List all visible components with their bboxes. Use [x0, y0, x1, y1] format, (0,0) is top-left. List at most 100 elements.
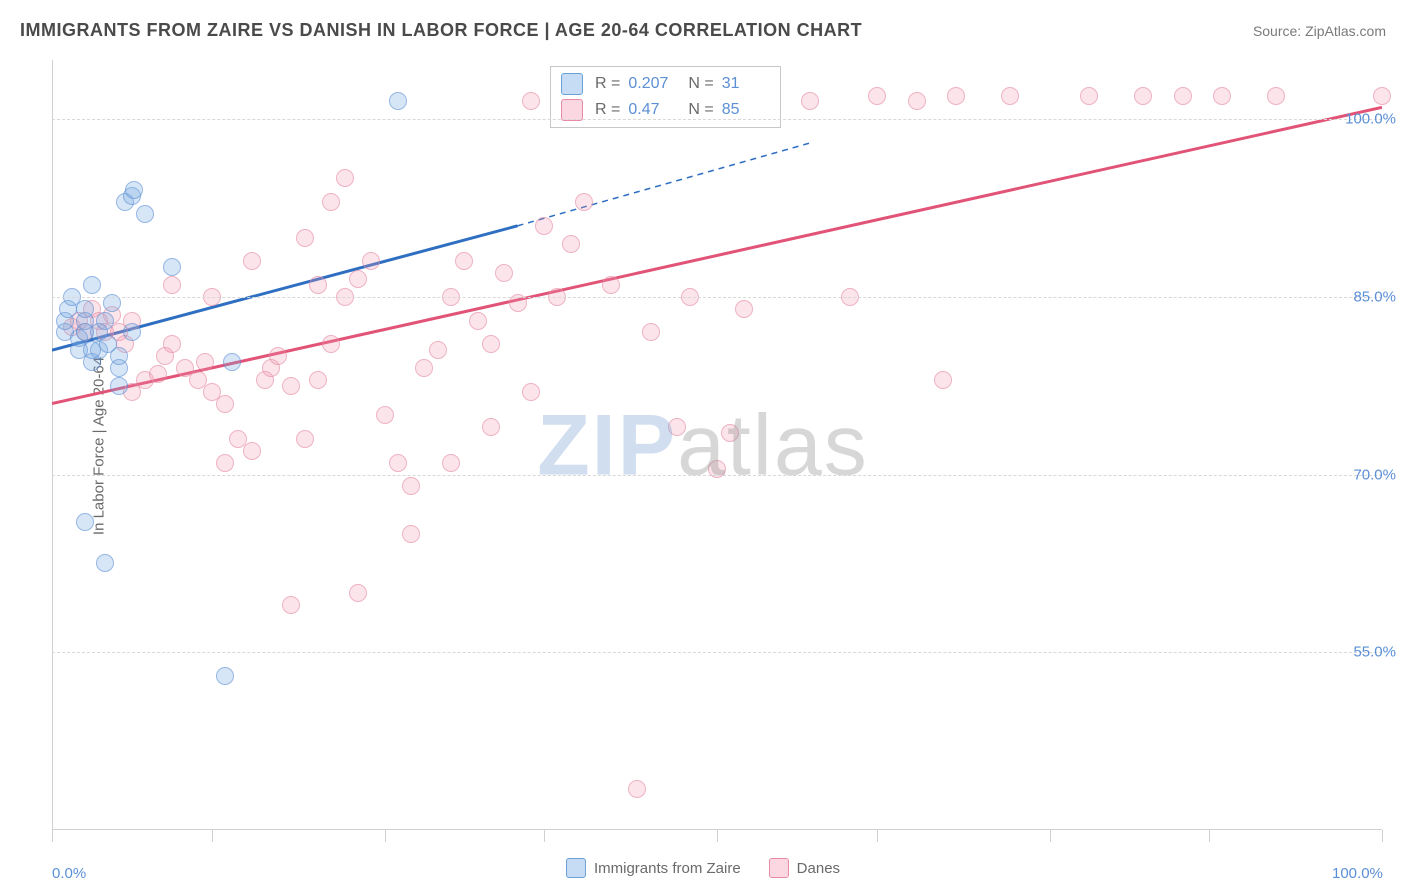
data-point [282, 377, 300, 395]
data-point [296, 430, 314, 448]
data-point [83, 276, 101, 294]
data-point [455, 252, 473, 270]
data-point [602, 276, 620, 294]
bottom-legend: Immigrants from Zaire Danes [566, 858, 840, 878]
x-tick [717, 830, 718, 842]
plot-area [52, 60, 1382, 830]
data-point [136, 205, 154, 223]
data-point [522, 92, 540, 110]
legend-row-zaire: R = 0.207 N = 31 [561, 71, 770, 97]
data-point [163, 258, 181, 276]
data-point [243, 442, 261, 460]
data-point [642, 323, 660, 341]
data-point [469, 312, 487, 330]
data-point [947, 87, 965, 105]
x-tick [52, 830, 53, 842]
chart-title: IMMIGRANTS FROM ZAIRE VS DANISH IN LABOR… [20, 20, 862, 41]
swatch-zaire [561, 73, 583, 95]
data-point [415, 359, 433, 377]
data-point [376, 406, 394, 424]
data-point [163, 335, 181, 353]
legend-item-danes: Danes [769, 858, 840, 878]
swatch-danes-icon [769, 858, 789, 878]
data-point [535, 217, 553, 235]
data-point [296, 229, 314, 247]
data-point [801, 92, 819, 110]
x-tick [544, 830, 545, 842]
y-tick-label: 100.0% [1345, 111, 1396, 128]
data-point [389, 92, 407, 110]
data-point [562, 235, 580, 253]
data-point [482, 418, 500, 436]
data-point [110, 377, 128, 395]
y-tick-label: 55.0% [1353, 644, 1396, 661]
x-tick [1382, 830, 1383, 842]
data-point [575, 193, 593, 211]
data-point [216, 395, 234, 413]
gridline-h [52, 297, 1382, 298]
source-attribution: Source: ZipAtlas.com [1253, 23, 1386, 39]
y-tick-label: 85.0% [1353, 288, 1396, 305]
data-point [429, 341, 447, 359]
legend-item-zaire: Immigrants from Zaire [566, 858, 741, 878]
data-point [1373, 87, 1391, 105]
data-point [735, 300, 753, 318]
data-point [76, 300, 94, 318]
data-point [149, 365, 167, 383]
data-point [1174, 87, 1192, 105]
gridline-h [52, 119, 1382, 120]
data-point [309, 276, 327, 294]
data-point [628, 780, 646, 798]
data-point [908, 92, 926, 110]
data-point [389, 454, 407, 472]
data-point [522, 383, 540, 401]
x-tick [385, 830, 386, 842]
data-point [1213, 87, 1231, 105]
data-point [495, 264, 513, 282]
x-tick [212, 830, 213, 842]
data-point [196, 353, 214, 371]
data-point [123, 323, 141, 341]
data-point [309, 371, 327, 389]
data-point [1001, 87, 1019, 105]
data-point [349, 270, 367, 288]
x-tick [1050, 830, 1051, 842]
gridline-h [52, 652, 1382, 653]
data-point [223, 353, 241, 371]
data-point [96, 554, 114, 572]
data-point [1267, 87, 1285, 105]
x-tick [1209, 830, 1210, 842]
data-point [934, 371, 952, 389]
data-point [83, 341, 101, 359]
x-tick-label: 0.0% [52, 865, 86, 882]
data-point [1080, 87, 1098, 105]
data-point [216, 667, 234, 685]
data-point [282, 596, 300, 614]
data-point [96, 312, 114, 330]
data-point [721, 424, 739, 442]
data-point [322, 335, 340, 353]
data-point [868, 87, 886, 105]
gridline-h [52, 475, 1382, 476]
data-point [402, 525, 420, 543]
x-tick [877, 830, 878, 842]
data-point [322, 193, 340, 211]
data-point [668, 418, 686, 436]
data-point [482, 335, 500, 353]
data-point [362, 252, 380, 270]
data-point [216, 454, 234, 472]
x-tick-label: 100.0% [1332, 865, 1383, 882]
y-tick-label: 70.0% [1353, 466, 1396, 483]
data-point [402, 477, 420, 495]
data-point [1134, 87, 1152, 105]
data-point [349, 584, 367, 602]
swatch-zaire-icon [566, 858, 586, 878]
data-point [243, 252, 261, 270]
data-point [442, 454, 460, 472]
swatch-danes [561, 99, 583, 121]
data-point [99, 335, 117, 353]
data-point [125, 181, 143, 199]
data-point [336, 169, 354, 187]
data-point [269, 347, 287, 365]
data-point [163, 276, 181, 294]
